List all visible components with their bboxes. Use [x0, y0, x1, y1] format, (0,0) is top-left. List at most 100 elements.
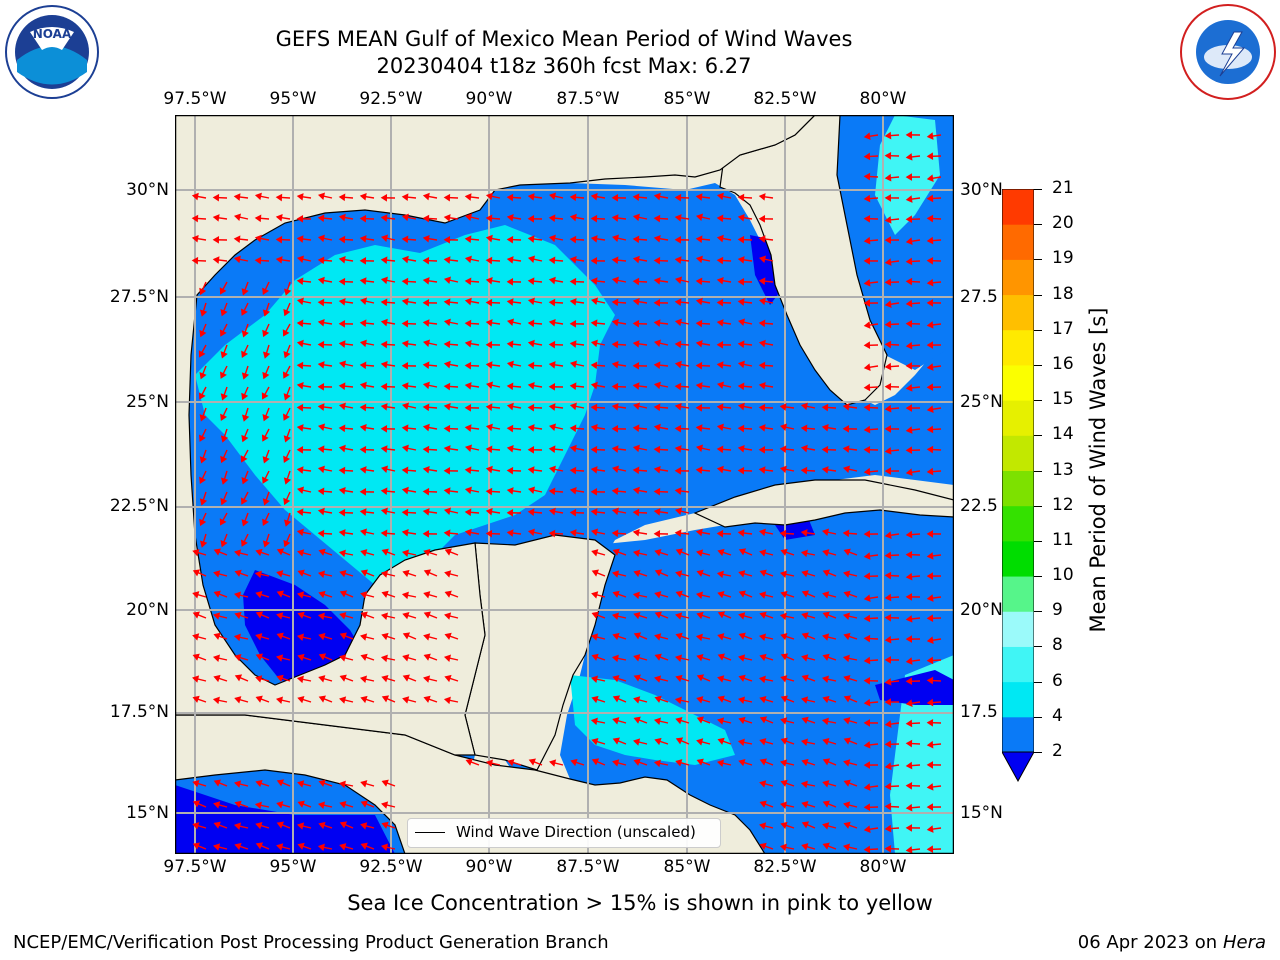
wind-wave-arrowhead	[590, 339, 598, 348]
wind-wave-arrowhead	[590, 192, 598, 201]
nws-logo	[1178, 2, 1278, 102]
wind-wave-arrowhead	[234, 800, 242, 808]
wind-wave-arrowhead	[926, 214, 934, 223]
wind-wave-arrowhead	[360, 780, 368, 788]
wind-wave-arrowhead	[926, 718, 934, 727]
wind-wave-arrowhead	[758, 403, 766, 412]
wind-wave-arrowhead	[296, 508, 304, 516]
wind-wave-arrowhead	[717, 695, 725, 703]
wind-wave-arrowhead	[779, 843, 787, 852]
wind-wave-arrowhead	[212, 654, 221, 662]
wind-wave-arrowhead	[297, 695, 305, 704]
wind-wave-arrowhead	[317, 529, 325, 538]
wind-wave-arrowhead	[380, 465, 389, 473]
wind-wave-arrowhead	[696, 674, 705, 682]
map-frame: Wind Wave Direction (unscaled)	[174, 114, 955, 855]
wind-wave-arrowhead	[612, 737, 620, 745]
wind-wave-arrowhead	[275, 256, 283, 264]
wind-wave-arrowhead	[338, 486, 346, 495]
wind-wave-arrowhead	[338, 382, 346, 390]
wind-wave-arrowhead	[695, 633, 703, 642]
wind-wave-arrowhead	[926, 825, 934, 833]
wind-wave-arrowhead	[758, 255, 767, 263]
wind-wave-arrowhead	[801, 758, 809, 767]
wind-wave-arrowhead	[905, 677, 913, 686]
wind-wave-arrowhead	[234, 549, 242, 557]
wind-wave-arrowhead	[590, 277, 598, 285]
wind-wave-arrowhead	[926, 656, 934, 665]
wind-wave-arrowhead	[199, 287, 207, 296]
wind-wave-arrowhead	[633, 611, 641, 620]
wind-wave-arrowhead	[654, 737, 662, 746]
wind-wave-arrowhead	[527, 528, 535, 537]
wind-wave-arrowhead	[527, 235, 535, 243]
wind-wave-arrowhead	[548, 340, 556, 349]
wind-wave-arrowhead	[527, 297, 535, 306]
wind-wave-arrowhead	[569, 360, 578, 368]
wind-wave-arrowhead	[380, 425, 388, 433]
wind-wave-arrowhead	[422, 339, 431, 347]
wind-wave-arrowhead	[653, 530, 661, 538]
wind-wave-arrowhead	[779, 612, 787, 621]
wind-wave-arrowhead	[716, 529, 724, 538]
wind-wave-arrowhead	[276, 821, 284, 829]
wind-wave-arrowhead	[192, 653, 200, 661]
wind-wave-arrowhead	[822, 758, 831, 766]
wind-wave-arrowhead	[339, 632, 347, 640]
wind-wave-arrowhead	[548, 256, 556, 265]
wind-wave-arrowhead	[738, 570, 746, 578]
lat-tick-left: 30°N	[126, 180, 169, 200]
wind-wave-arrowhead	[863, 236, 871, 245]
wind-wave-arrowhead	[716, 570, 724, 579]
wind-wave-arrowhead	[759, 822, 767, 830]
wind-wave-arrowhead	[464, 277, 472, 286]
wind-wave-arrowhead	[611, 234, 620, 242]
wind-wave-arrowhead	[464, 466, 472, 474]
wind-wave-arrowhead	[401, 362, 409, 370]
wind-wave-arrowhead	[220, 540, 228, 548]
wind-wave-arrowhead	[905, 550, 913, 559]
wind-wave-arrowhead	[485, 341, 493, 349]
wind-wave-arrowhead	[219, 287, 227, 295]
wind-wave-arrowhead	[653, 277, 661, 285]
wind-wave-arrowhead	[283, 497, 291, 506]
wind-wave-arrowhead	[296, 675, 304, 684]
wind-wave-arrowhead	[401, 591, 409, 600]
wind-wave-arrowhead	[717, 737, 725, 745]
wind-wave-arrowhead	[863, 299, 871, 307]
cyan-region-east	[875, 115, 940, 235]
wind-wave-arrowhead	[633, 738, 641, 746]
wind-wave-arrowhead	[822, 737, 830, 746]
wind-wave-arrowhead	[696, 758, 704, 766]
wind-wave-arrowhead	[926, 383, 934, 392]
wind-wave-arrowhead	[527, 403, 535, 412]
wind-wave-arrowhead	[843, 717, 851, 725]
wind-wave-arrowhead	[283, 435, 291, 443]
wind-wave-arrowhead	[884, 151, 892, 160]
wind-wave-arrowhead	[590, 717, 598, 726]
wind-wave-arrowhead	[716, 403, 724, 411]
wind-wave-arrowhead	[192, 548, 200, 557]
wind-wave-arrowhead	[674, 402, 682, 411]
wind-wave-arrowhead	[317, 843, 325, 852]
producer-credit: NCEP/EMC/Verification Post Processing Pr…	[13, 932, 609, 953]
wind-wave-arrowhead	[905, 657, 913, 665]
colorbar-segment	[1002, 364, 1034, 401]
wind-wave-arrowhead	[318, 590, 326, 599]
wind-wave-arrowhead	[359, 488, 367, 496]
wind-wave-arrowhead	[591, 591, 599, 599]
wind-wave-arrowhead	[464, 444, 473, 452]
wind-wave-arrowhead	[255, 842, 264, 850]
wind-wave-arrowhead	[926, 761, 934, 769]
wind-wave-arrowhead	[241, 414, 250, 422]
noaa-logo: NOAA	[2, 2, 102, 102]
wind-wave-arrowhead	[633, 716, 641, 724]
wind-wave-arrowhead	[255, 590, 263, 599]
wind-wave-arrowhead	[654, 695, 662, 703]
wind-wave-arrowhead	[402, 611, 410, 620]
colorbar-tick-label: 20	[1052, 213, 1074, 234]
wind-wave-arrowhead	[716, 192, 724, 201]
wind-wave-arrowhead	[318, 548, 326, 556]
wind-wave-arrowhead	[842, 654, 850, 663]
wind-wave-arrowhead	[569, 402, 577, 411]
